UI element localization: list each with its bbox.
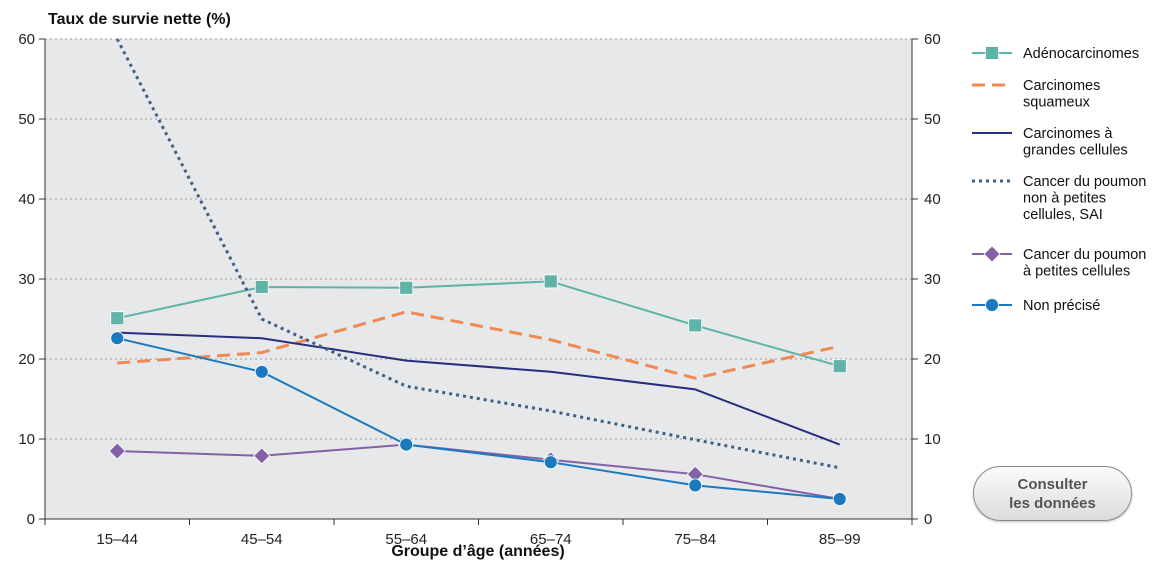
data-point — [688, 478, 703, 493]
series-line — [117, 280, 841, 368]
legend-label: Carcinomes à — [1023, 126, 1113, 142]
y-tick-label-left: 10 — [18, 431, 35, 448]
legend-item-0: Adénocarcinomes — [972, 46, 1139, 62]
data-point — [110, 311, 125, 326]
data-point — [110, 331, 125, 346]
legend-label: Adénocarcinomes — [1023, 46, 1139, 62]
data-point — [254, 280, 269, 294]
legend-label: Cancer du poumon — [1023, 174, 1146, 190]
data-point — [253, 447, 271, 465]
data-point — [543, 455, 558, 470]
legend-item-5: Non précisé — [972, 298, 1100, 314]
legend-label: cellules, SAI — [1023, 207, 1103, 223]
data-point — [108, 442, 126, 460]
y-tick-label-left: 0 — [27, 511, 35, 528]
y-tick-label-right: 10 — [924, 431, 941, 448]
legend: AdénocarcinomesCarcinomessquameuxCarcino… — [972, 46, 1146, 314]
series-line — [115, 38, 841, 470]
x-tick-label: 15–44 — [96, 531, 138, 548]
data-point — [399, 437, 414, 452]
y-tick-label-left: 60 — [18, 31, 35, 48]
y-tick-label-right: 60 — [924, 31, 941, 48]
data-point — [688, 318, 703, 333]
legend-marker — [983, 245, 1001, 263]
legend-label: Non précisé — [1023, 298, 1100, 314]
y-tick-label-left: 30 — [18, 271, 35, 288]
x-tick-label: 75–84 — [674, 531, 716, 548]
series-1 — [117, 310, 841, 380]
data-point — [543, 274, 558, 289]
y-axis-title: Taux de survie nette (%) — [48, 11, 231, 28]
data-point — [832, 359, 847, 374]
series-5 — [110, 331, 847, 506]
legend-label: Cancer du poumon — [1023, 247, 1146, 263]
legend-label: non à petites — [1023, 191, 1106, 207]
data-point — [832, 492, 847, 506]
y-tick-label-right: 50 — [924, 111, 941, 128]
consult-data-button[interactable]: Consulter les données — [973, 466, 1132, 521]
legend-label: grandes cellules — [1023, 143, 1128, 159]
series-2 — [117, 331, 841, 446]
series-3 — [115, 38, 841, 470]
series-line — [117, 331, 841, 446]
x-tick-label: 85–99 — [819, 531, 861, 548]
y-tick-label-right: 40 — [924, 191, 941, 208]
data-point — [254, 364, 269, 379]
legend-label: Carcinomes — [1023, 78, 1100, 94]
y-tick-label-right: 20 — [924, 351, 941, 368]
series-group — [108, 38, 849, 508]
legend-label: à petites cellules — [1023, 264, 1130, 280]
x-tick-label: 55–64 — [385, 531, 427, 548]
consult-button-line1: Consulter — [1017, 475, 1088, 493]
series-0 — [110, 274, 847, 374]
x-tick-label: 65–74 — [530, 531, 572, 548]
y-tick-label-left: 40 — [18, 191, 35, 208]
y-tick-label-right: 30 — [924, 271, 941, 288]
legend-label: squameux — [1023, 95, 1091, 111]
legend-marker — [985, 298, 999, 312]
y-tick-label-right: 0 — [924, 511, 932, 528]
y-tick-label-left: 50 — [18, 111, 35, 128]
legend-marker — [985, 46, 999, 60]
series-line — [117, 310, 841, 380]
consult-button-line2: les données — [1009, 494, 1096, 512]
axes: 0 0 10 10 20 20 30 30 40 40 50 50 60 60 15–44 45–54 55–6… — [18, 31, 940, 548]
y-tick-label-left: 20 — [18, 351, 35, 368]
series-line — [117, 443, 840, 500]
data-point — [399, 280, 414, 295]
x-axis-title: Groupe d’âge (années) — [391, 543, 564, 560]
series-line — [117, 337, 840, 500]
x-tick-label: 45–54 — [241, 531, 283, 548]
plot-area — [45, 39, 912, 519]
